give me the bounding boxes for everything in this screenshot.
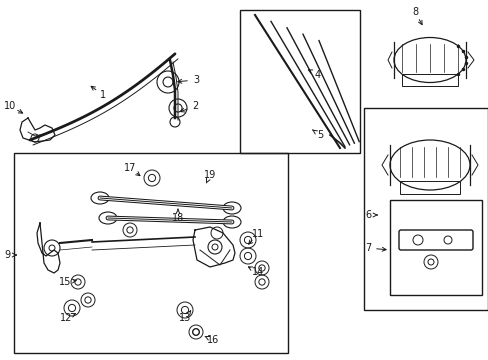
Text: 13: 13: [179, 313, 191, 323]
Text: 6: 6: [364, 210, 370, 220]
Text: 11: 11: [251, 229, 264, 239]
Text: 17: 17: [123, 163, 136, 173]
Bar: [389, 200, 481, 295]
Bar: [363, 108, 487, 310]
Text: 15: 15: [59, 277, 71, 287]
Text: 16: 16: [206, 335, 219, 345]
Text: 12: 12: [60, 313, 72, 323]
Text: 3: 3: [193, 75, 199, 85]
Text: 18: 18: [171, 213, 184, 223]
Text: 14: 14: [251, 267, 264, 277]
Bar: [240, 10, 359, 153]
Text: 5: 5: [316, 130, 323, 140]
Text: 1: 1: [100, 90, 106, 100]
Bar: [14, 153, 287, 353]
Text: 8: 8: [411, 7, 417, 17]
Bar: [401, 74, 457, 86]
Text: 4: 4: [314, 70, 321, 80]
Text: 2: 2: [191, 101, 198, 111]
Text: 7: 7: [364, 243, 370, 253]
Text: 10: 10: [4, 101, 16, 111]
Text: 9: 9: [4, 250, 10, 260]
Bar: [399, 181, 459, 194]
Text: 19: 19: [203, 170, 216, 180]
